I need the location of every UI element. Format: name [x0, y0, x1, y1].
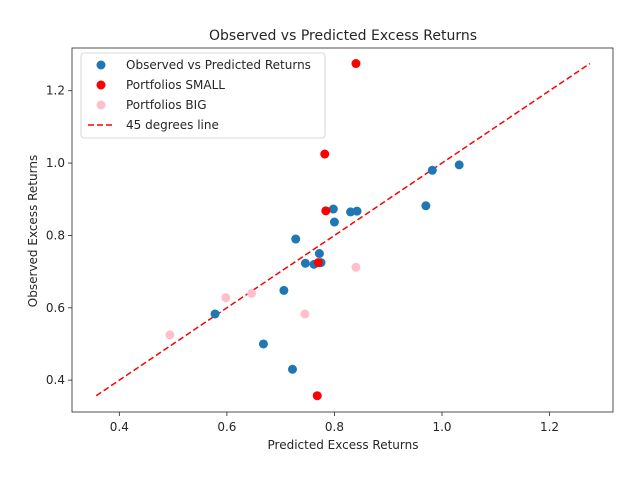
x-axis: 0.4 0.6 0.8 1.0 1.2 [110, 412, 559, 434]
legend-label: 45 degrees line [126, 118, 219, 132]
data-point [279, 285, 289, 295]
data-point [351, 262, 361, 272]
x-axis-label: Predicted Excess Returns [268, 438, 419, 452]
x-tick-label: 0.4 [110, 420, 129, 434]
plot-area [95, 59, 591, 401]
legend-marker [96, 60, 106, 70]
legend-label: Observed vs Predicted Returns [126, 58, 311, 72]
data-point [221, 293, 231, 303]
plot-frame [71, 47, 614, 413]
data-point [427, 165, 437, 175]
data-point [287, 364, 297, 374]
x-tick-label: 1.0 [432, 420, 451, 434]
data-point [165, 330, 175, 340]
legend-marker [96, 80, 106, 90]
data-point [312, 391, 322, 401]
data-point [329, 217, 339, 227]
x-tick-label: 0.6 [217, 420, 236, 434]
data-point [314, 249, 324, 259]
x-tick-label: 1.2 [540, 420, 559, 434]
data-point [313, 258, 323, 268]
y-tick-label: 1.2 [46, 84, 65, 98]
chart-title: Observed vs Predicted Excess Returns [209, 28, 477, 44]
y-axis-label: Observed Excess Returns [26, 155, 40, 307]
data-point [320, 149, 330, 159]
legend-label: Portfolios BIG [126, 98, 207, 112]
y-axis: 0.4 0.6 0.8 1.0 1.2 [46, 84, 72, 387]
data-point [351, 59, 361, 69]
data-point [210, 309, 220, 319]
y-tick-label: 0.6 [46, 301, 65, 315]
y-tick-label: 0.8 [46, 228, 65, 242]
data-point [454, 160, 464, 170]
data-point [321, 206, 331, 216]
y-tick-label: 0.4 [46, 373, 65, 387]
data-point [247, 288, 257, 298]
legend-label: Portfolios SMALL [126, 78, 225, 92]
legend: Observed vs Predicted Returns Portfolios … [80, 52, 326, 139]
legend-marker [96, 100, 106, 110]
data-point [300, 258, 310, 268]
data-point [291, 234, 301, 244]
data-point [328, 204, 338, 214]
data-point [352, 206, 362, 216]
data-point [258, 339, 268, 349]
diagonal-reference-line [95, 62, 591, 397]
x-tick-label: 0.8 [325, 420, 344, 434]
y-tick-label: 1.0 [46, 156, 65, 170]
data-point [421, 201, 431, 211]
legend-box [80, 52, 326, 139]
data-point [300, 309, 310, 319]
